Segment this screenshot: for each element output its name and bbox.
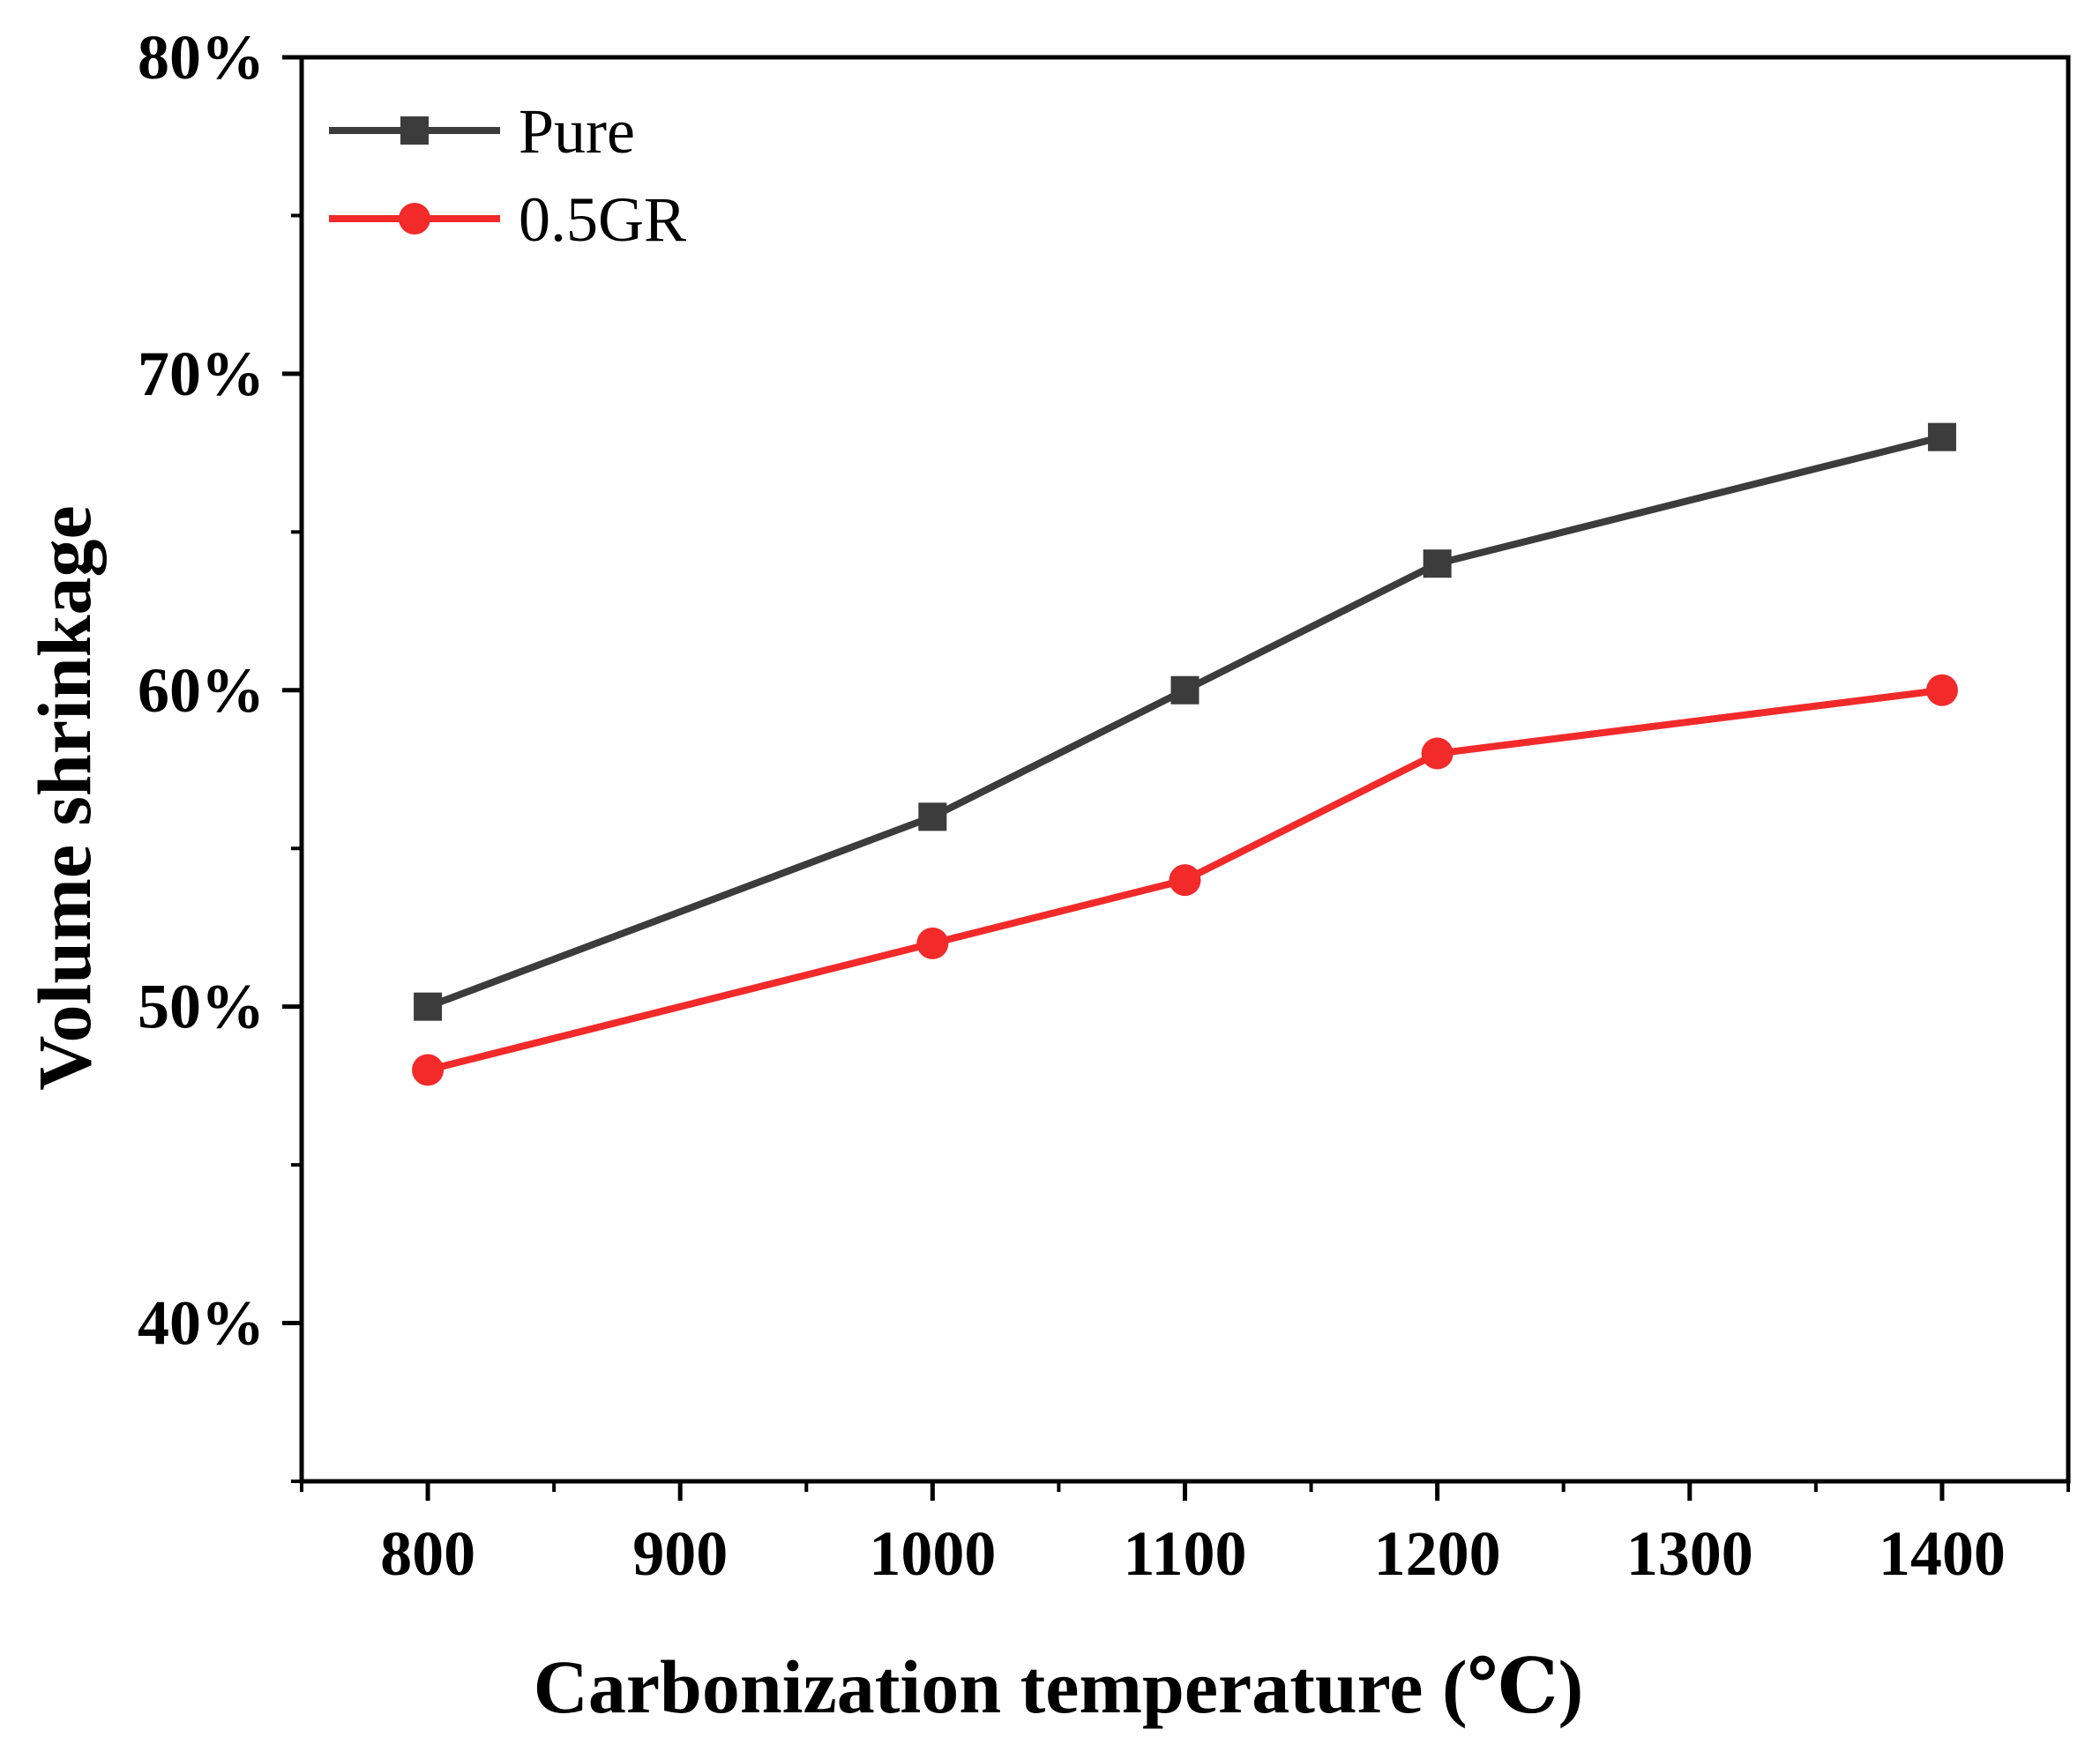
y-tick-label: 40% xyxy=(138,1288,265,1359)
x-tick-label: 1300 xyxy=(1626,1518,1753,1589)
data-point xyxy=(1169,864,1201,897)
data-point xyxy=(1421,737,1454,770)
data-point xyxy=(1170,675,1199,705)
y-axis-title: Volume shrinkage xyxy=(22,505,107,1090)
data-point xyxy=(1927,422,1956,451)
x-tick-label: 1200 xyxy=(1374,1518,1501,1589)
x-tick-label: 800 xyxy=(380,1518,475,1589)
legend-entry: Pure xyxy=(329,96,635,167)
data-point xyxy=(412,1054,445,1086)
y-tick-label: 80% xyxy=(138,22,265,93)
data-point xyxy=(414,992,443,1021)
x-tick-label: 1100 xyxy=(1123,1518,1246,1589)
y-tick-label: 60% xyxy=(138,655,265,726)
y-tick-label: 70% xyxy=(138,339,265,409)
legend-marker xyxy=(399,203,430,235)
axis-ticks xyxy=(282,55,2070,1501)
axis-tick-labels: 800 900 1000 1100 1200 1300 1400 40% 50% 60% 70% 80… xyxy=(138,22,2006,1589)
x-tick-label: 900 xyxy=(632,1518,728,1589)
y-tick-label: 50% xyxy=(138,972,265,1042)
x-tick-label: 1000 xyxy=(869,1518,996,1589)
series-0-5gr xyxy=(412,674,1958,1086)
legend-marker xyxy=(400,116,429,145)
data-point xyxy=(1423,549,1452,578)
legend: Pure 0.5GR xyxy=(329,96,686,255)
x-axis-title: Carbonization temperature (℃) xyxy=(534,1644,1584,1729)
legend-entry: 0.5GR xyxy=(329,184,686,255)
legend-label: Pure xyxy=(519,96,635,167)
data-point xyxy=(1925,674,1958,706)
data-point xyxy=(916,927,949,959)
legend-label: 0.5GR xyxy=(519,184,686,255)
data-point xyxy=(918,802,947,831)
data-series xyxy=(412,422,1958,1086)
series-pure xyxy=(414,422,1956,1021)
x-tick-label: 1400 xyxy=(1879,1518,2006,1589)
